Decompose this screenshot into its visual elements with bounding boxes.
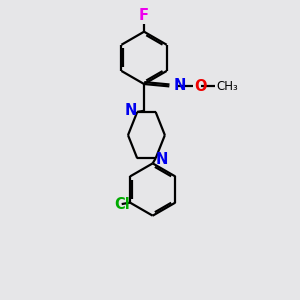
- Text: N: N: [173, 78, 186, 93]
- Text: Cl: Cl: [115, 197, 130, 212]
- Text: N: N: [156, 152, 168, 167]
- Text: F: F: [139, 8, 149, 23]
- Text: N: N: [124, 103, 137, 118]
- Text: CH₃: CH₃: [216, 80, 238, 93]
- Text: O: O: [195, 79, 207, 94]
